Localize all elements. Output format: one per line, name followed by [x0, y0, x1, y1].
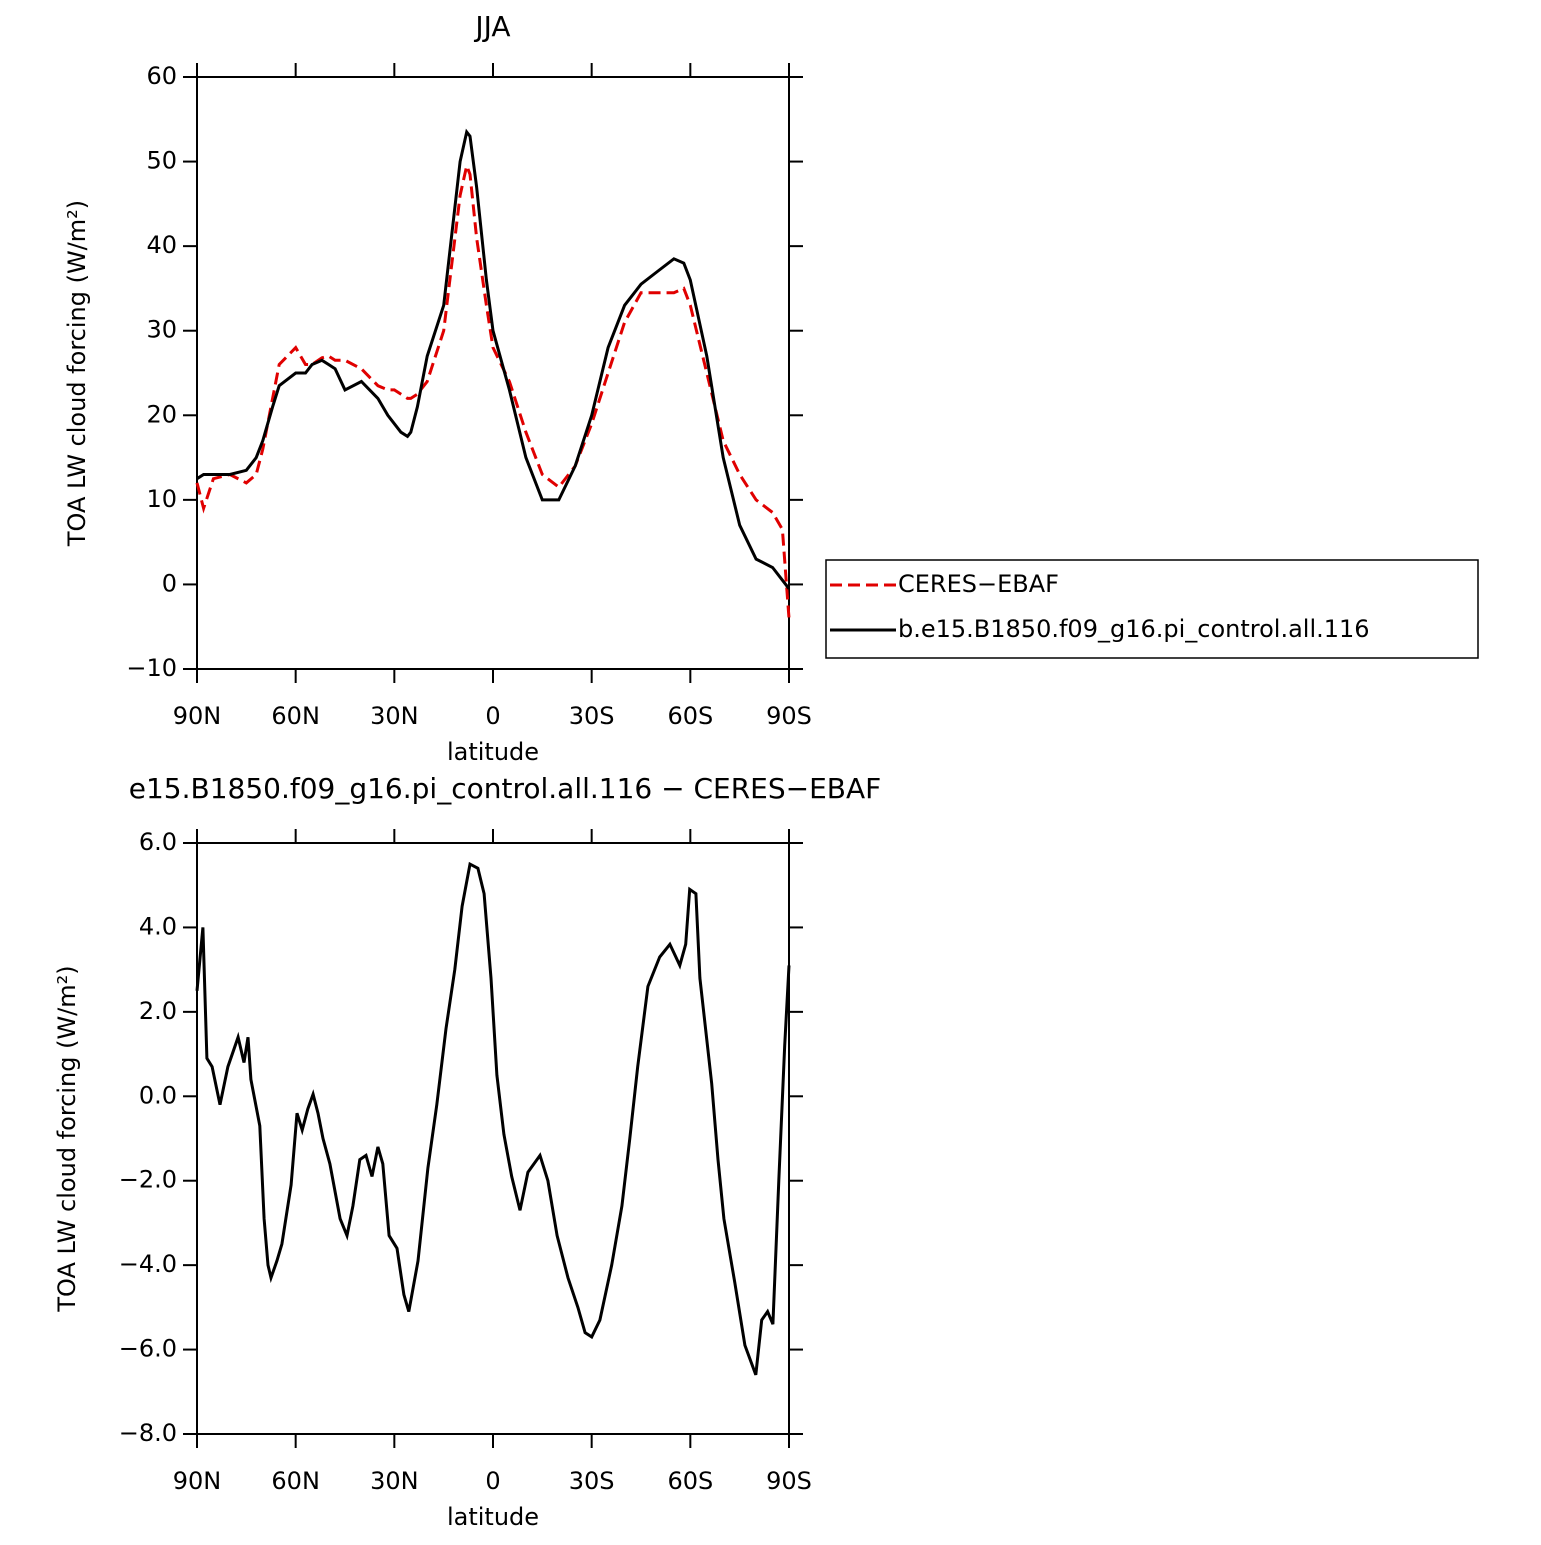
x-tick-label: 30S [569, 702, 615, 730]
y-tick-label: 0.0 [139, 1081, 177, 1109]
x-tick-label: 90S [766, 1467, 812, 1495]
y-tick-label: 4.0 [139, 912, 177, 940]
plot-frame [196, 76, 790, 670]
y-tick-label: 2.0 [139, 997, 177, 1025]
y-tick-label: 40 [146, 231, 177, 259]
x-tick-label: 60S [667, 702, 713, 730]
y-tick-label: 10 [146, 485, 177, 513]
data-line [195, 160, 791, 619]
legend-label: CERES−EBAF [898, 570, 1059, 598]
y-tick-label: −8.0 [119, 1419, 177, 1447]
y-tick-label: 6.0 [139, 828, 177, 856]
y-axis-label: TOA LW cloud forcing (W/m²) [63, 200, 91, 547]
x-axis-label: latitude [447, 738, 539, 766]
x-tick-label: 30N [370, 1467, 419, 1495]
legend-label: b.e15.B1850.f09_g16.pi_control.all.116 [898, 615, 1370, 643]
y-tick-label: −6.0 [119, 1335, 177, 1363]
x-tick-label: 90N [173, 1467, 222, 1495]
y-tick-label: 0 [162, 569, 177, 597]
y-tick-label: −10 [126, 654, 177, 682]
x-tick-label: 0 [485, 702, 500, 730]
x-tick-label: 90S [766, 702, 812, 730]
y-tick-label: 50 [146, 147, 177, 175]
y-tick-label: 30 [146, 316, 177, 344]
y-tick-label: 20 [146, 400, 177, 428]
y-tick-label: −4.0 [119, 1250, 177, 1278]
x-tick-label: 0 [485, 1467, 500, 1495]
plot-frame [196, 842, 790, 1435]
legend-box [825, 559, 1479, 659]
chart-title: e15.B1850.f09_g16.pi_control.all.116 − C… [129, 772, 882, 805]
chart-title: JJA [473, 10, 510, 43]
x-tick-label: 90N [173, 702, 222, 730]
x-tick-label: 30N [370, 702, 419, 730]
x-tick-label: 60N [271, 702, 320, 730]
x-axis-label: latitude [447, 1503, 539, 1531]
data-line [195, 861, 791, 1376]
y-tick-label: −2.0 [119, 1166, 177, 1194]
y-tick-label: 60 [146, 62, 177, 90]
x-tick-label: 30S [569, 1467, 615, 1495]
y-axis-label: TOA LW cloud forcing (W/m²) [53, 965, 81, 1312]
x-tick-label: 60S [667, 1467, 713, 1495]
data-line [196, 128, 791, 590]
x-tick-label: 60N [271, 1467, 320, 1495]
